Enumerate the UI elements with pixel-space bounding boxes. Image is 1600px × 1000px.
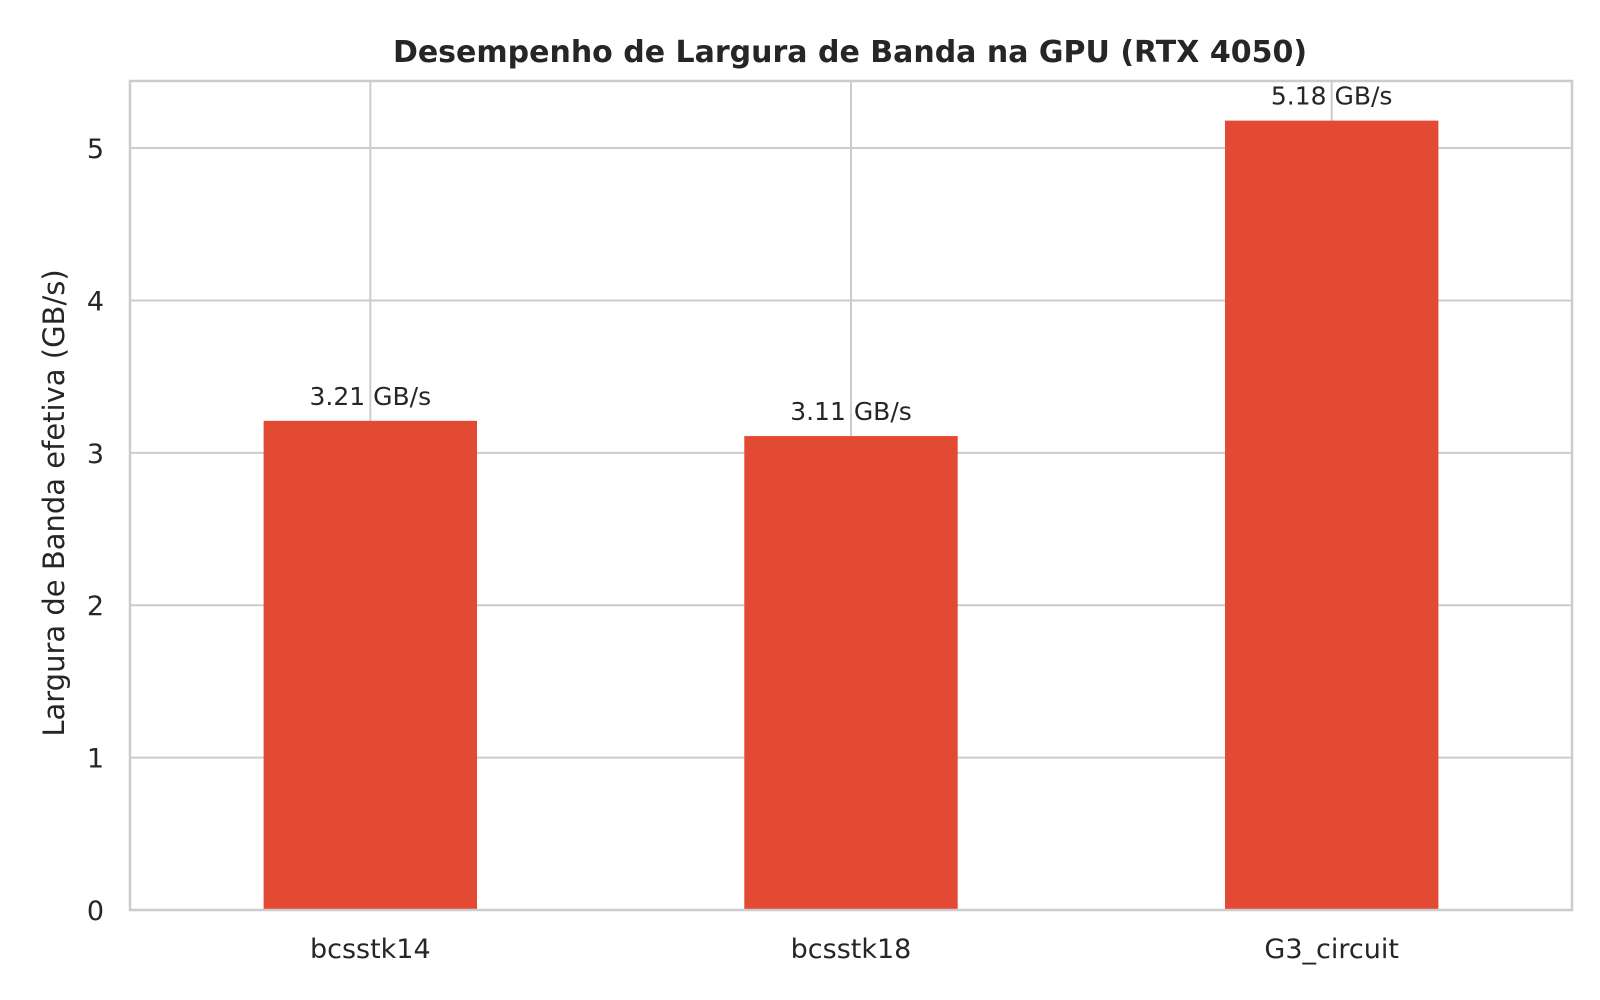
bar [263,420,478,910]
y-tick-label: 3 [87,439,104,470]
y-tick-label: 2 [87,591,104,622]
y-axis-label: Largura de Banda efetiva (GB/s) [37,269,71,736]
chart-title: Desempenho de Largura de Banda na GPU (R… [393,35,1307,70]
y-tick-label: 5 [87,134,104,165]
y-axis-ticks: 0 1 2 3 4 5 [87,134,104,927]
plot-frame [128,79,1574,912]
x-tick-label: bcsstk14 [310,934,431,965]
bar-value-label: 5.18 GB/s [1271,82,1393,111]
bar-value-label: 3.11 GB/s [790,397,912,426]
bar [744,436,958,910]
bar [1224,120,1439,910]
y-tick-label: 0 [87,896,104,927]
x-axis-ticks: bcsstk14 bcsstk18 G3_circuit [310,934,1399,965]
x-tick-label: G3_circuit [1264,934,1399,965]
bar-value-label: 3.21 GB/s [310,382,432,411]
data-labels: 3.21 GB/s 3.11 GB/s 5.18 GB/s [310,82,1393,426]
x-tick-label: bcsstk18 [791,934,912,965]
y-tick-label: 1 [87,744,104,775]
bars [263,120,1439,910]
y-tick-label: 4 [87,286,104,317]
